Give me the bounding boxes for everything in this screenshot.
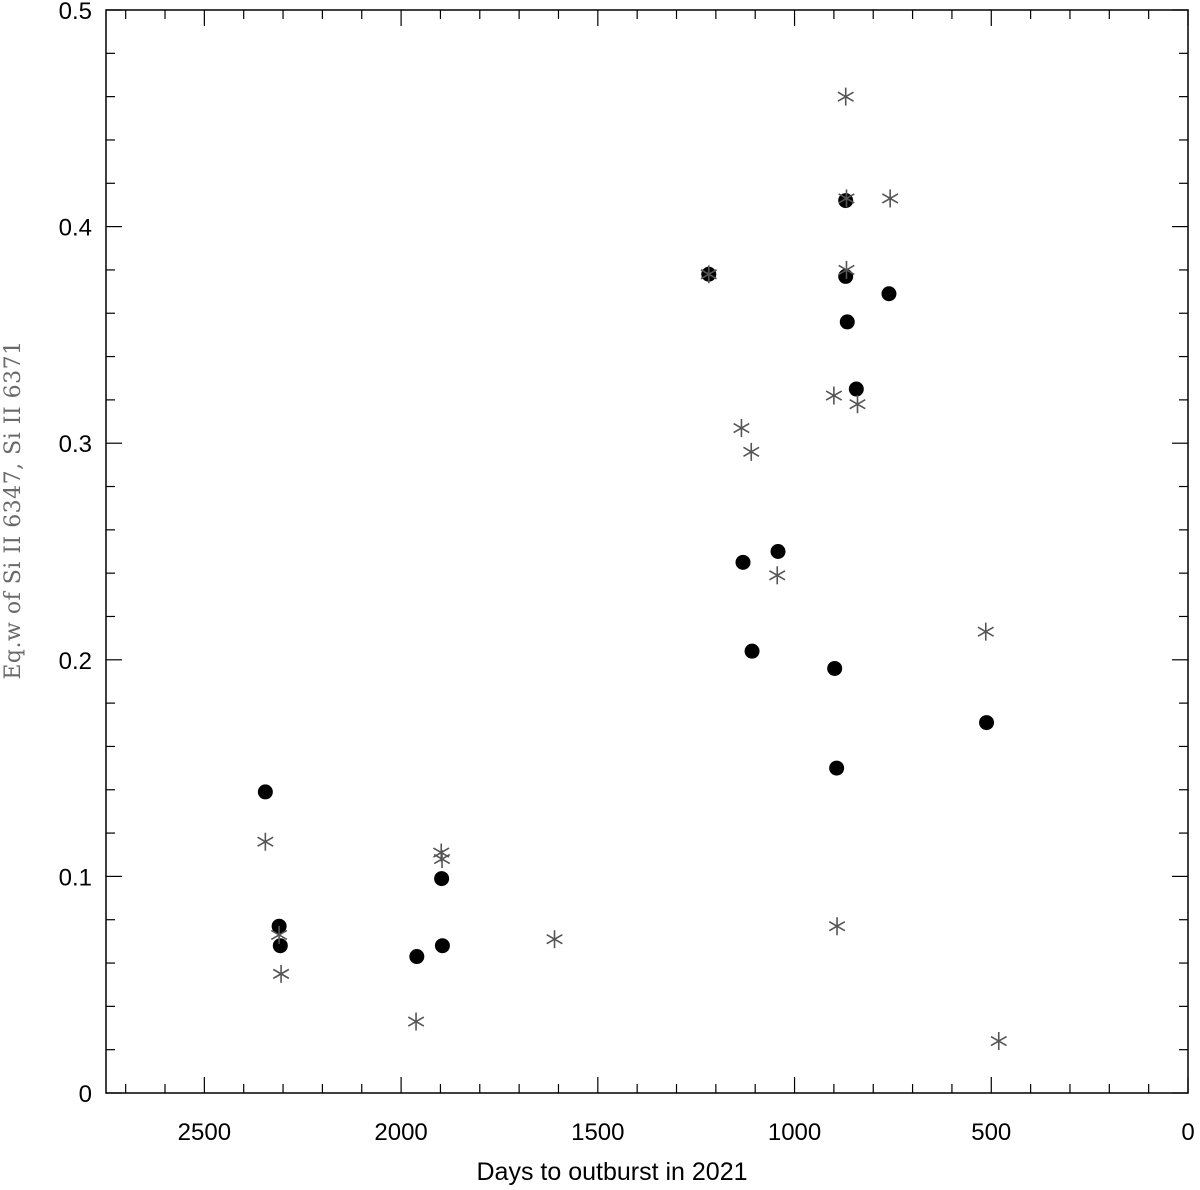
asterisk-point (433, 850, 451, 869)
asterisk-stroke (838, 193, 855, 204)
asterisk-point (743, 442, 760, 461)
asterisk-stroke (272, 968, 290, 980)
circle-point (827, 660, 843, 676)
asterisk-stroke (881, 193, 899, 204)
asterisk-stroke (977, 626, 994, 637)
x-tick-labels: 2500 2000 1500 1000 500 0 (178, 1119, 1195, 1146)
x-tick-label: 1500 (571, 1119, 624, 1146)
circle-point (735, 554, 751, 570)
plot-frame (105, 9, 1189, 1094)
asterisk-point (990, 1032, 1007, 1051)
y-tick-label: 0.1 (59, 864, 92, 891)
asterisk-point (837, 87, 854, 106)
asterisk-point (546, 930, 563, 949)
circle-point (881, 286, 897, 302)
asterisk-stroke (838, 264, 855, 276)
x-tick-label: 500 (971, 1119, 1011, 1146)
asterisk-point (977, 622, 994, 641)
y-tick-labels: 0 0.1 0.2 0.3 0.4 0.5 (59, 0, 92, 1108)
asterisk-stroke (257, 836, 274, 847)
y-tick-label: 0.2 (59, 648, 92, 675)
asterisk-point (849, 395, 866, 414)
x-tick-label: 0 (1181, 1119, 1194, 1146)
y-tick-label: 0.4 (59, 215, 92, 242)
asterisk-point (407, 1012, 425, 1031)
asterisk-point (733, 419, 750, 438)
data-points (257, 87, 1007, 1051)
asterisk-stroke (828, 921, 846, 932)
asterisk-stroke (546, 934, 563, 945)
asterisk-stroke (733, 422, 750, 434)
axis-ticks (106, 9, 1189, 1094)
asterisk-stroke (825, 390, 843, 401)
circle-point (434, 871, 450, 887)
asterisk-stroke (433, 853, 451, 865)
y-axis-title: Eq.w of Si II 6347, Si II 6371 (1, 340, 26, 679)
asterisk-point (838, 260, 855, 279)
circle-point (770, 544, 786, 559)
asterisk-stroke (990, 1035, 1007, 1047)
asterisk-stroke (769, 570, 786, 581)
x-axis-title: Days to outburst in 2021 (477, 1158, 748, 1186)
circle-point (272, 938, 288, 954)
asterisk-stroke (407, 1016, 425, 1027)
asterisk-point (270, 925, 288, 944)
circle-point (848, 381, 864, 397)
circle-point (409, 949, 425, 965)
x-tick-label: 1000 (768, 1119, 821, 1146)
asterisk-point (881, 189, 899, 208)
asterisk-point (838, 189, 855, 208)
asterisk-stroke (837, 91, 854, 102)
asterisk-point (769, 566, 786, 585)
asterisk-stroke (700, 269, 717, 280)
asterisk-point (825, 386, 843, 405)
circle-point (979, 715, 995, 731)
y-tick-label: 0 (79, 1081, 92, 1108)
circle-point (434, 938, 450, 954)
circle-point (829, 760, 845, 776)
y-tick-label: 0.3 (59, 431, 92, 458)
asterisk-stroke (743, 446, 760, 458)
circle-point (744, 643, 760, 659)
x-tick-label: 2500 (178, 1119, 231, 1146)
asterisk-point (272, 964, 290, 983)
asterisk-point (700, 265, 717, 284)
circle-point (257, 784, 273, 800)
asterisk-stroke (270, 929, 288, 941)
asterisk-stroke (849, 399, 866, 410)
x-tick-label: 2000 (374, 1119, 427, 1146)
asterisk-point (828, 917, 846, 936)
asterisk-point (257, 832, 274, 851)
y-tick-label: 0.5 (59, 0, 92, 25)
circle-point (839, 314, 855, 330)
